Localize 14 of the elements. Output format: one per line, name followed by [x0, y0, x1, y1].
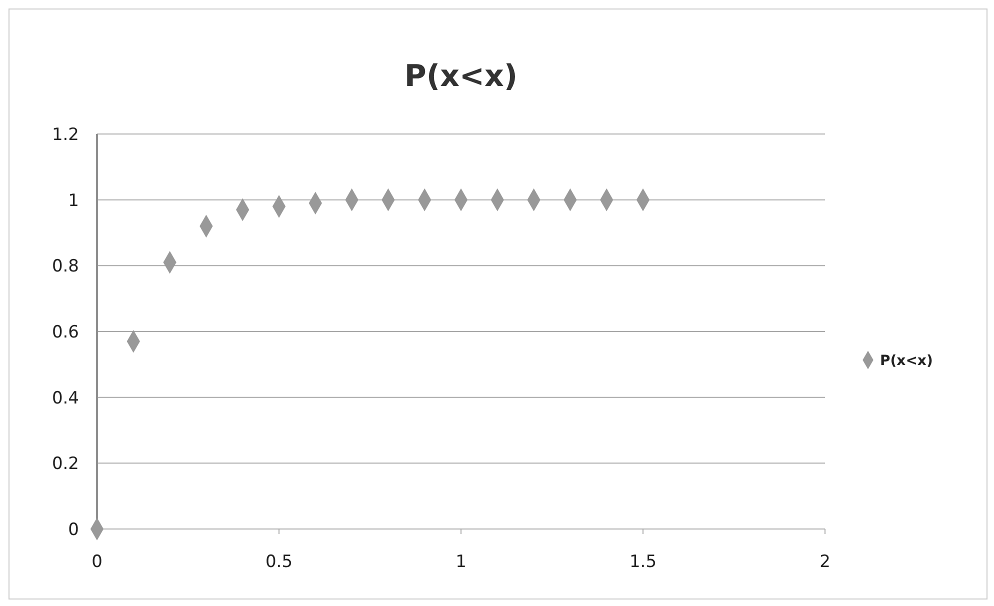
y-tick-label: 0.6 — [52, 322, 79, 342]
y-tick-label: 1 — [68, 190, 79, 211]
x-tick-label: 2 — [820, 552, 830, 572]
chart-title: P(x<x) — [404, 59, 518, 94]
y-tick-label: 0.2 — [52, 454, 79, 474]
x-tick-label: 0.5 — [265, 552, 293, 572]
x-tick-label: 0 — [92, 552, 102, 572]
y-tick-label: 1.2 — [52, 125, 79, 145]
y-tick-label: 0.4 — [52, 388, 79, 408]
x-tick-label: 1.5 — [629, 552, 657, 572]
y-tick-label: 0 — [68, 520, 79, 540]
legend-label: P(x<x) — [880, 353, 933, 369]
x-tick-label: 1 — [456, 552, 466, 572]
y-tick-label: 0.8 — [52, 256, 79, 277]
